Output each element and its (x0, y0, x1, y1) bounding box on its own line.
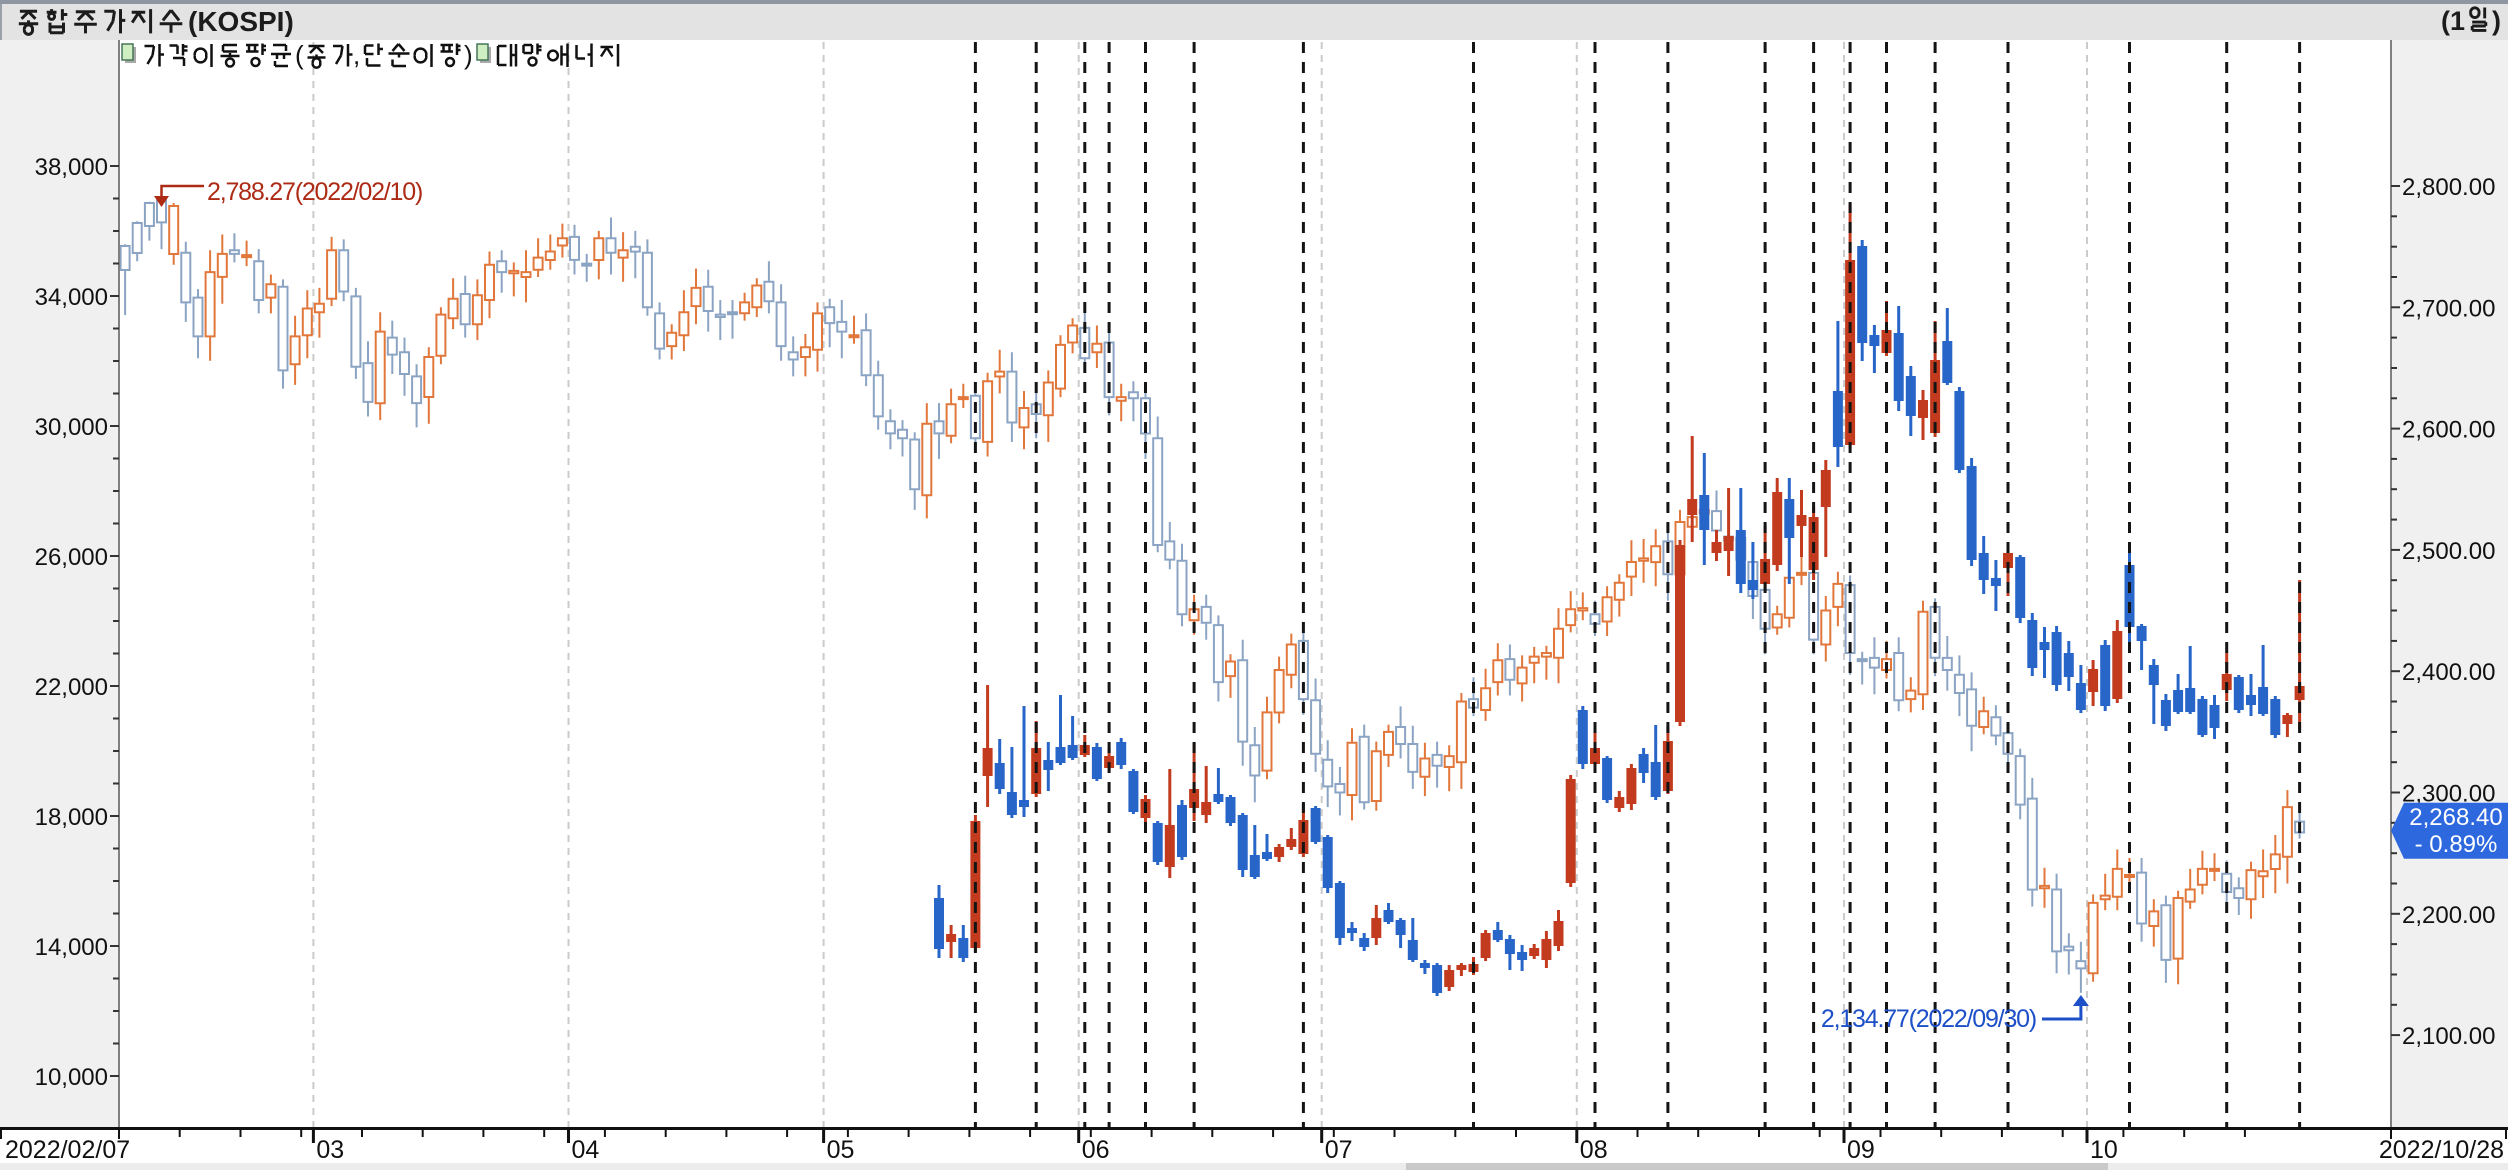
svg-text:10: 10 (2090, 1136, 2118, 1164)
svg-text:2,134.77(2022/09/30): 2,134.77(2022/09/30) (1821, 1005, 2036, 1033)
svg-text:2,400.00: 2,400.00 (2402, 659, 2495, 686)
svg-text:(: ( (295, 40, 304, 70)
svg-text:06: 06 (1082, 1136, 1110, 1164)
svg-text:): ) (464, 40, 473, 70)
svg-text:(KOSPI): (KOSPI) (188, 6, 294, 37)
svg-text:30,000: 30,000 (35, 414, 108, 441)
svg-text:(1: (1 (2441, 6, 2465, 36)
svg-text:2,788.27(2022/02/10): 2,788.27(2022/02/10) (207, 178, 422, 206)
svg-text:18,000: 18,000 (35, 804, 108, 831)
svg-text:22,000: 22,000 (35, 674, 108, 701)
svg-text:05: 05 (827, 1136, 855, 1164)
svg-text:14,000: 14,000 (35, 934, 108, 961)
svg-text:07: 07 (1325, 1136, 1353, 1164)
svg-text:2,800.00: 2,800.00 (2402, 174, 2495, 201)
svg-text:2,500.00: 2,500.00 (2402, 538, 2495, 565)
svg-text:2022/10/28: 2022/10/28 (2379, 1136, 2504, 1164)
svg-text:- 0.89%: - 0.89% (2415, 831, 2498, 858)
svg-text:2,268.40: 2,268.40 (2409, 804, 2502, 831)
svg-text:09: 09 (1847, 1136, 1875, 1164)
svg-text:,: , (353, 40, 360, 70)
svg-text:04: 04 (572, 1136, 600, 1164)
svg-text:): ) (2492, 6, 2501, 36)
svg-text:10,000: 10,000 (35, 1064, 108, 1091)
svg-text:2,600.00: 2,600.00 (2402, 417, 2495, 444)
svg-text:2,100.00: 2,100.00 (2402, 1023, 2495, 1050)
svg-text:03: 03 (316, 1136, 344, 1164)
svg-text:26,000: 26,000 (35, 544, 108, 571)
svg-text:2,700.00: 2,700.00 (2402, 295, 2495, 322)
svg-text:2022/02/07: 2022/02/07 (5, 1136, 130, 1164)
svg-text:34,000: 34,000 (35, 284, 108, 311)
svg-text:08: 08 (1580, 1136, 1608, 1164)
svg-text:38,000: 38,000 (35, 154, 108, 181)
svg-text:2,200.00: 2,200.00 (2402, 902, 2495, 929)
